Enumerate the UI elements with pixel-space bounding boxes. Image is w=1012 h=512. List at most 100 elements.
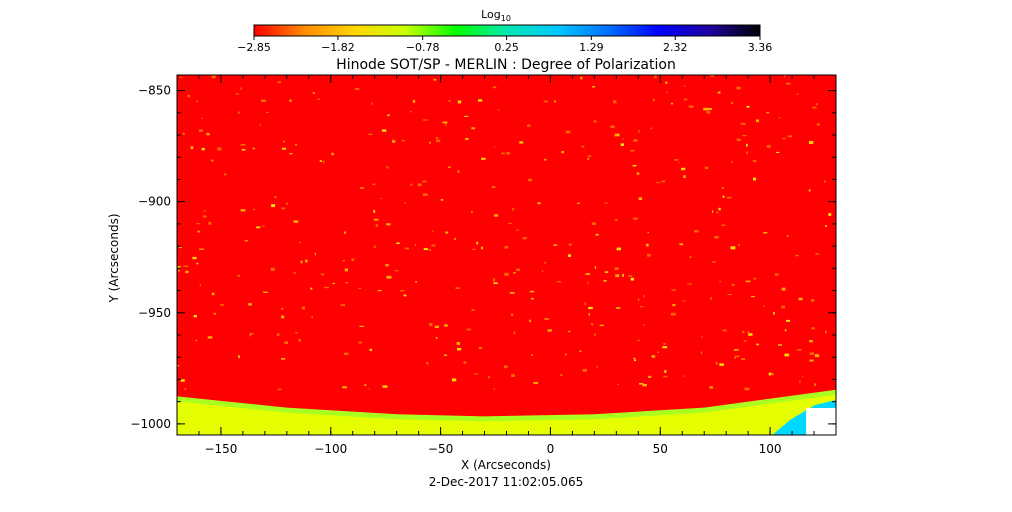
speckle [681, 167, 686, 171]
speckle [778, 117, 781, 119]
speckle [217, 147, 222, 151]
speckle [687, 283, 692, 285]
speckle [630, 277, 634, 281]
speckle [553, 244, 558, 246]
speckle [670, 312, 676, 316]
colorbar: Log10 −2.85 −1.82 −0.78 0.25 1.29 2.32 3.36 [237, 8, 772, 54]
speckle [809, 141, 814, 144]
speckle [544, 158, 547, 161]
speckle [633, 217, 638, 220]
speckle [811, 299, 815, 302]
speckle [184, 387, 187, 391]
speckle [756, 119, 759, 123]
speckle [682, 300, 686, 302]
speckle [387, 114, 390, 117]
speckle [736, 138, 741, 141]
speckle [599, 324, 604, 327]
speckle [577, 202, 580, 204]
speckle [746, 105, 750, 108]
speckle [632, 164, 637, 167]
speckle [614, 218, 618, 221]
speckle [196, 262, 199, 265]
speckle [657, 351, 659, 353]
speckle [492, 86, 497, 89]
speckle [616, 307, 621, 309]
speckle [652, 98, 655, 102]
speckle [747, 331, 750, 334]
speckle [317, 98, 321, 100]
speckle [679, 243, 684, 246]
speckle [543, 100, 548, 103]
speckle [787, 135, 793, 138]
speckle [730, 101, 733, 104]
speckle [622, 138, 624, 140]
speckle [594, 266, 597, 269]
speckle [661, 180, 666, 183]
speckle [417, 183, 422, 187]
speckle [748, 333, 753, 336]
speckle [364, 384, 367, 386]
speckle [802, 375, 804, 377]
speckle [620, 143, 624, 146]
speckle [271, 204, 275, 208]
speckle [464, 115, 469, 117]
speckle [183, 265, 189, 267]
speckle [593, 120, 597, 123]
speckle [443, 354, 447, 357]
speckle [783, 75, 786, 78]
speckle [381, 129, 387, 132]
speckle [373, 210, 376, 213]
speckle [198, 129, 203, 132]
speckle [235, 93, 239, 95]
speckle [504, 272, 509, 276]
speckle [351, 258, 355, 261]
speckle [773, 312, 775, 315]
speckle [249, 332, 254, 335]
speckle [281, 315, 285, 319]
speckle [394, 270, 399, 272]
speckle [252, 147, 255, 150]
speckle [312, 92, 316, 94]
speckle [750, 296, 755, 298]
speckle [664, 370, 667, 373]
speckle [240, 87, 242, 90]
speckle [824, 225, 827, 228]
x-axis-label: X (Arcseconds) [461, 458, 551, 472]
speckle [401, 140, 406, 142]
speckle [244, 240, 249, 242]
speckle [753, 177, 757, 181]
speckle [560, 374, 563, 376]
x-tick-label: −50 [428, 442, 453, 456]
speckle [567, 254, 571, 257]
speckle [650, 127, 653, 129]
speckle [530, 297, 534, 300]
speckle [796, 349, 802, 351]
speckle [241, 149, 246, 151]
speckle [568, 330, 571, 333]
speckle [177, 365, 180, 367]
speckle [647, 253, 651, 257]
speckle [211, 75, 216, 79]
speckle [404, 247, 409, 250]
speckle [638, 197, 643, 201]
speckle [206, 132, 210, 136]
speckle [445, 231, 449, 234]
speckle [662, 346, 668, 349]
speckle [579, 350, 581, 353]
timestamp: 2-Dec-2017 11:02:05.065 [429, 475, 583, 489]
speckle [274, 196, 277, 198]
speckle [588, 306, 593, 310]
speckle [742, 134, 747, 137]
speckle [358, 287, 362, 289]
speckle [582, 368, 587, 372]
speckle [331, 152, 334, 156]
speckle [672, 303, 676, 307]
speckle [655, 182, 661, 184]
speckle [642, 384, 647, 387]
speckle [633, 139, 638, 142]
speckle [636, 172, 640, 175]
speckle [386, 275, 392, 279]
speckle [722, 329, 727, 332]
speckle [814, 383, 816, 386]
speckle [369, 348, 373, 351]
